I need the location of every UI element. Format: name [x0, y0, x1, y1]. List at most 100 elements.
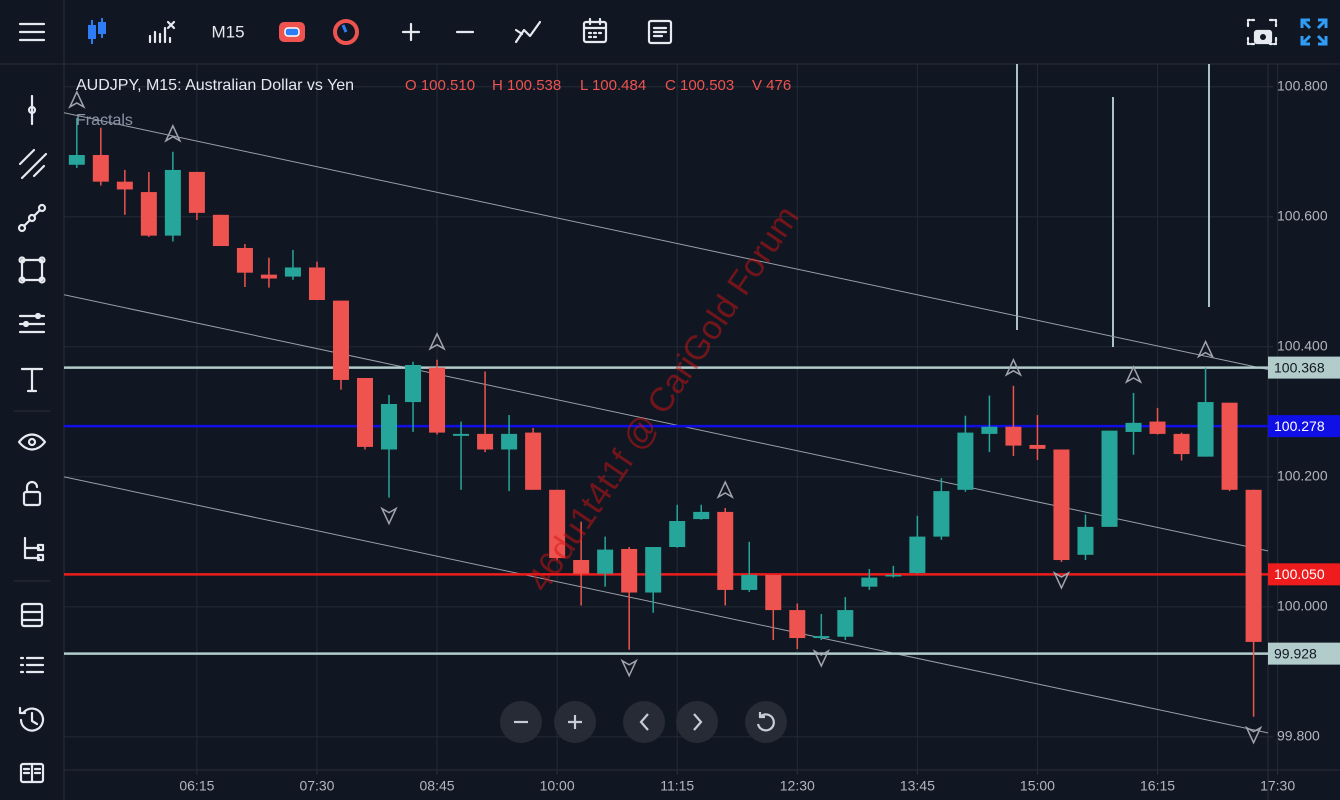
- candle-body: [573, 560, 590, 574]
- x-tick-label: 17:30: [1260, 778, 1295, 794]
- candle-body: [1077, 526, 1094, 555]
- y-tick-label: 100.800: [1277, 77, 1328, 93]
- candle-body: [621, 548, 638, 593]
- trend-line: [64, 112, 1268, 371]
- candle-body: [717, 511, 734, 590]
- quote-value: C 100.503: [665, 77, 734, 94]
- fractal-down: [380, 506, 398, 526]
- y-tick-label: 100.200: [1277, 468, 1328, 484]
- fractal-down: [1052, 571, 1071, 590]
- candle-body: [1029, 444, 1046, 449]
- trend-line: [64, 476, 1268, 734]
- y-tick-label: 99.800: [1277, 728, 1320, 744]
- shapes-tool[interactable]: [18, 256, 46, 284]
- candle-body: [597, 549, 614, 574]
- quote-value: O 100.510: [405, 77, 475, 94]
- candle-body: [68, 155, 85, 165]
- drawing-button[interactable]: [514, 20, 542, 44]
- notes-button[interactable]: [647, 19, 673, 45]
- candle-body: [284, 267, 301, 277]
- quote-value: H 100.538: [492, 77, 561, 94]
- quote-value: V 476: [752, 77, 791, 94]
- x-tick-label: 15:00: [1020, 778, 1055, 794]
- lines-tool[interactable]: [18, 148, 48, 180]
- replay-button[interactable]: [333, 19, 359, 45]
- x-tick-label: 08:45: [420, 778, 455, 794]
- candle-body: [645, 547, 662, 593]
- x-tick-label: 07:30: [299, 778, 334, 794]
- candle-body: [140, 192, 157, 236]
- screenshot-button[interactable]: [1246, 18, 1278, 46]
- fractal-down: [812, 649, 830, 668]
- candle-body: [453, 433, 470, 436]
- grid: [64, 64, 1279, 770]
- fractal-up: [716, 480, 734, 499]
- list-tool[interactable]: [19, 656, 45, 674]
- fractal-up: [1004, 358, 1023, 377]
- history-tool[interactable]: [18, 706, 45, 732]
- candle-body: [1149, 421, 1166, 434]
- candle-body: [669, 521, 686, 548]
- candle-body: [116, 181, 133, 190]
- candle-body: [981, 426, 998, 434]
- price-label: 100.368: [1274, 359, 1325, 375]
- visibility-tool[interactable]: [17, 433, 47, 451]
- scroll-left-nav[interactable]: [623, 701, 665, 743]
- data-window-tool[interactable]: [19, 762, 45, 784]
- indicators-button[interactable]: [148, 20, 176, 44]
- candle-body: [765, 574, 782, 611]
- price-label-box: [1268, 356, 1340, 379]
- zoom-in-button[interactable]: [401, 22, 421, 42]
- crosshair-tool[interactable]: [27, 94, 37, 126]
- candle-body: [357, 377, 373, 447]
- candle-body: [236, 247, 253, 273]
- fullscreen-button[interactable]: [1300, 18, 1328, 46]
- candle-body: [1245, 489, 1262, 642]
- calendar-button[interactable]: [582, 17, 608, 44]
- path-tool[interactable]: [17, 203, 47, 233]
- x-tick-label: 13:45: [900, 778, 935, 794]
- candle-body: [1053, 449, 1070, 561]
- price-label-box: [1268, 415, 1340, 438]
- candle-body: [164, 169, 181, 236]
- tree-tool[interactable]: [23, 536, 45, 562]
- candle-body: [405, 364, 422, 403]
- indicator-name: Fractals: [76, 112, 133, 129]
- menu-button[interactable]: [18, 22, 46, 42]
- candle-body: [957, 432, 974, 490]
- x-tick-label: 11:15: [660, 778, 694, 794]
- layout-tool[interactable]: [20, 602, 44, 628]
- timeframe-button[interactable]: M15: [211, 22, 244, 41]
- candle-body: [909, 536, 926, 574]
- candle-body: [789, 610, 806, 639]
- lock-tool[interactable]: [22, 480, 42, 507]
- fib-tool[interactable]: [18, 312, 46, 334]
- candle-body: [212, 214, 229, 247]
- candle-body: [1125, 422, 1142, 432]
- fractal-up: [1196, 339, 1215, 359]
- candle-body: [933, 491, 950, 537]
- chart-type-button[interactable]: [88, 18, 106, 44]
- fractal-up: [1124, 365, 1143, 384]
- scroll-right-nav[interactable]: [676, 701, 718, 743]
- price-label: 99.928: [1274, 645, 1317, 661]
- price-label-box: [1268, 642, 1340, 665]
- price-label: 100.050: [1274, 566, 1325, 582]
- fractal-up: [428, 332, 446, 351]
- compare-button[interactable]: [279, 22, 305, 42]
- text-tool[interactable]: [20, 367, 44, 393]
- reset-nav[interactable]: [745, 701, 787, 743]
- y-tick-label: 100.000: [1277, 598, 1328, 614]
- price-label: 100.278: [1274, 418, 1325, 434]
- candle-body: [885, 574, 902, 577]
- candle-body: [92, 155, 109, 182]
- candle-body: [381, 403, 398, 450]
- candle-body: [741, 574, 758, 590]
- candle-body: [1173, 433, 1190, 455]
- candle-body: [1197, 402, 1214, 457]
- candle-body: [1005, 426, 1022, 446]
